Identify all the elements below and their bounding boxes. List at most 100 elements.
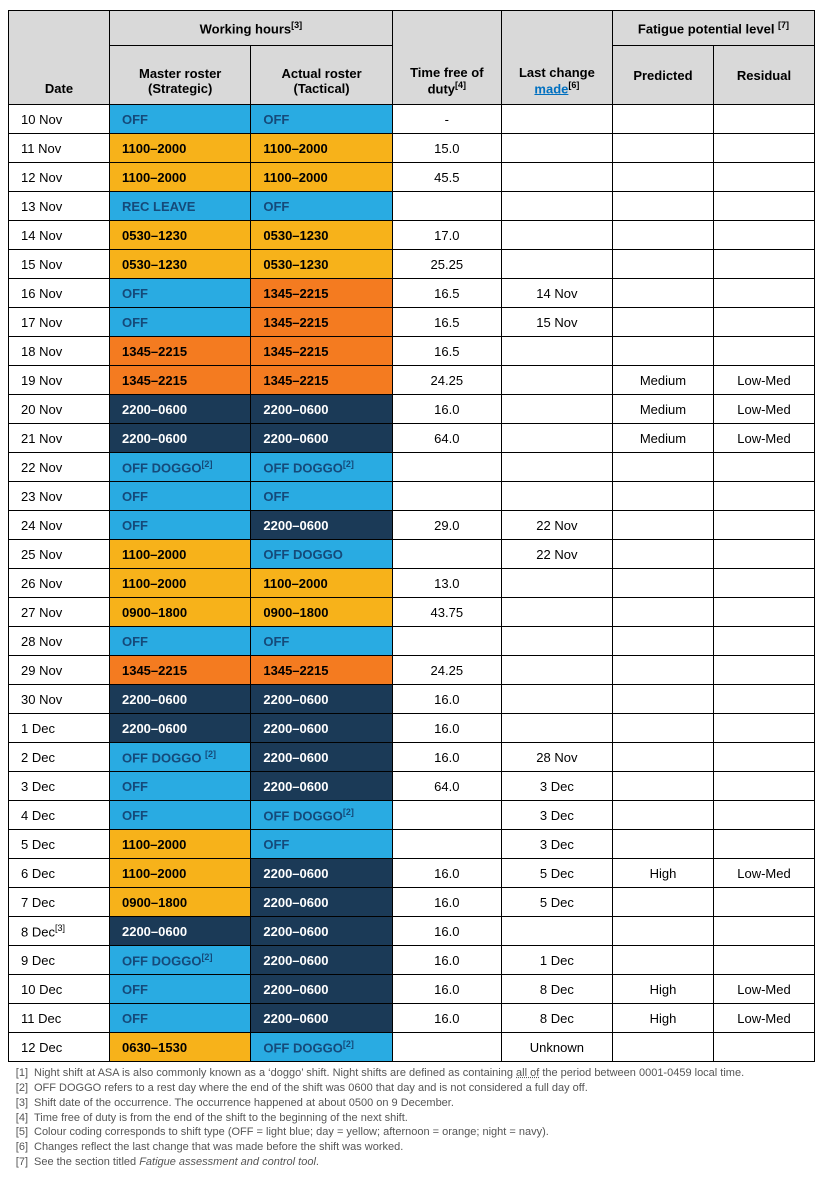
cell-residual	[713, 221, 814, 250]
cell-actual: OFF DOGGO[2]	[251, 1033, 392, 1062]
cell-predicted	[612, 656, 713, 685]
cell-residual	[713, 772, 814, 801]
cell-last-change	[501, 917, 612, 946]
cell-master: OFF	[109, 801, 250, 830]
cell-master: 2200–0600	[109, 917, 250, 946]
cell-actual: OFF	[251, 830, 392, 859]
cell-time-free	[392, 540, 501, 569]
cell-predicted	[612, 482, 713, 511]
cell-time-free: 45.5	[392, 163, 501, 192]
cell-residual	[713, 163, 814, 192]
cell-time-free: 16.0	[392, 685, 501, 714]
cell-date: 2 Dec	[9, 743, 110, 772]
cell-time-free: 64.0	[392, 772, 501, 801]
cell-last-change: 28 Nov	[501, 743, 612, 772]
cell-last-change: 14 Nov	[501, 279, 612, 308]
cell-master: 0530–1230	[109, 221, 250, 250]
footnote: [6]Changes reflect the last change that …	[8, 1140, 815, 1155]
cell-actual: 2200–0600	[251, 685, 392, 714]
cell-time-free	[392, 830, 501, 859]
table-row: 5 Dec1100–2000OFF3 Dec	[9, 830, 815, 859]
cell-date: 6 Dec	[9, 859, 110, 888]
cell-date: 4 Dec	[9, 801, 110, 830]
cell-actual: 2200–0600	[251, 772, 392, 801]
cell-actual: 2200–0600	[251, 743, 392, 772]
table-row: 21 Nov2200–06002200–060064.0MediumLow-Me…	[9, 424, 815, 453]
table-row: 17 NovOFF1345–221516.515 Nov	[9, 308, 815, 337]
hdr-time-free: Time free ofduty[4]	[392, 11, 501, 105]
cell-actual: 1100–2000	[251, 134, 392, 163]
cell-master: 2200–0600	[109, 685, 250, 714]
cell-residual	[713, 714, 814, 743]
table-row: 11 Nov1100–20001100–200015.0	[9, 134, 815, 163]
cell-predicted	[612, 627, 713, 656]
cell-predicted: High	[612, 1004, 713, 1033]
cell-actual: 0530–1230	[251, 250, 392, 279]
table-row: 6 Dec1100–20002200–060016.05 DecHighLow-…	[9, 859, 815, 888]
cell-time-free	[392, 192, 501, 221]
cell-time-free: 24.25	[392, 366, 501, 395]
cell-date: 5 Dec	[9, 830, 110, 859]
table-row: 4 DecOFFOFF DOGGO[2]3 Dec	[9, 801, 815, 830]
cell-time-free: 25.25	[392, 250, 501, 279]
cell-residual	[713, 743, 814, 772]
cell-last-change	[501, 656, 612, 685]
cell-master: OFF	[109, 975, 250, 1004]
cell-date: 18 Nov	[9, 337, 110, 366]
cell-date: 12 Dec	[9, 1033, 110, 1062]
cell-master: OFF	[109, 279, 250, 308]
cell-master: OFF DOGGO[2]	[109, 453, 250, 482]
cell-time-free: 16.0	[392, 395, 501, 424]
hdr-date: Date	[9, 11, 110, 105]
cell-predicted	[612, 192, 713, 221]
cell-date: 28 Nov	[9, 627, 110, 656]
table-row: 30 Nov2200–06002200–060016.0	[9, 685, 815, 714]
cell-time-free: 13.0	[392, 569, 501, 598]
footnote: [3]Shift date of the occurrence. The occ…	[8, 1096, 815, 1111]
cell-time-free: 64.0	[392, 424, 501, 453]
cell-predicted	[612, 221, 713, 250]
table-row: 22 NovOFF DOGGO[2]OFF DOGGO[2]	[9, 453, 815, 482]
cell-date: 14 Nov	[9, 221, 110, 250]
cell-last-change: 22 Nov	[501, 540, 612, 569]
cell-actual: 0900–1800	[251, 598, 392, 627]
cell-master: 1100–2000	[109, 830, 250, 859]
cell-predicted	[612, 337, 713, 366]
cell-time-free: 16.0	[392, 888, 501, 917]
cell-last-change: 15 Nov	[501, 308, 612, 337]
cell-time-free: 16.0	[392, 975, 501, 1004]
cell-time-free: 16.5	[392, 279, 501, 308]
hdr-working-hours: Working hours[3]	[109, 11, 392, 46]
cell-actual: OFF	[251, 482, 392, 511]
table-row: 14 Nov0530–12300530–123017.0	[9, 221, 815, 250]
table-row: 9 DecOFF DOGGO[2]2200–060016.01 Dec	[9, 946, 815, 975]
cell-residual	[713, 250, 814, 279]
cell-master: 1345–2215	[109, 656, 250, 685]
cell-predicted	[612, 453, 713, 482]
table-row: 26 Nov1100–20001100–200013.0	[9, 569, 815, 598]
cell-predicted: High	[612, 859, 713, 888]
cell-date: 23 Nov	[9, 482, 110, 511]
cell-master: 1100–2000	[109, 569, 250, 598]
cell-time-free: 16.0	[392, 946, 501, 975]
cell-predicted	[612, 743, 713, 772]
cell-master: 1345–2215	[109, 337, 250, 366]
cell-last-change	[501, 337, 612, 366]
cell-last-change: Unknown	[501, 1033, 612, 1062]
cell-residual	[713, 627, 814, 656]
cell-last-change: 3 Dec	[501, 801, 612, 830]
cell-master: OFF DOGGO [2]	[109, 743, 250, 772]
cell-predicted	[612, 917, 713, 946]
cell-time-free	[392, 482, 501, 511]
cell-date: 19 Nov	[9, 366, 110, 395]
cell-residual	[713, 801, 814, 830]
cell-predicted	[612, 598, 713, 627]
cell-last-change	[501, 598, 612, 627]
cell-predicted	[612, 946, 713, 975]
cell-predicted: High	[612, 975, 713, 1004]
cell-last-change	[501, 685, 612, 714]
cell-predicted	[612, 1033, 713, 1062]
cell-actual: 2200–0600	[251, 946, 392, 975]
hdr-predicted: Predicted	[612, 46, 713, 105]
cell-time-free: 24.25	[392, 656, 501, 685]
